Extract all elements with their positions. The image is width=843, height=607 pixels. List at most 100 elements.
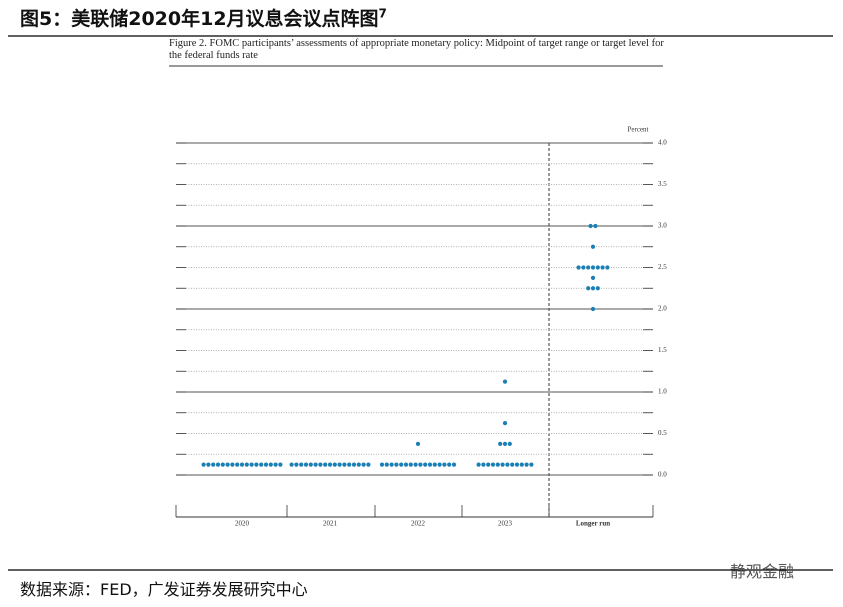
dot <box>418 462 423 467</box>
dot <box>447 462 452 467</box>
dot <box>481 462 486 467</box>
dot <box>235 462 240 467</box>
y-tick-label: 3.5 <box>658 180 667 188</box>
dot <box>408 462 413 467</box>
dot <box>308 462 313 467</box>
dot <box>524 462 529 467</box>
dot <box>529 462 534 467</box>
dot <box>500 462 505 467</box>
y-tick-label: 4.0 <box>658 139 667 147</box>
dot <box>201 462 206 467</box>
dot <box>519 462 524 467</box>
y-tick-label: 0.5 <box>658 429 667 437</box>
dot <box>273 462 278 467</box>
dot <box>399 462 404 467</box>
dot <box>586 286 591 291</box>
dot <box>230 462 235 467</box>
dot <box>356 462 361 467</box>
dot <box>225 462 230 467</box>
dot <box>588 223 593 229</box>
dot <box>299 462 304 467</box>
dot <box>294 462 299 467</box>
x-tick-label: 2022 <box>411 520 426 528</box>
dot <box>590 275 596 280</box>
dot <box>476 462 481 467</box>
dot <box>244 462 249 467</box>
y-tick-label: 0.0 <box>658 471 667 479</box>
header-title: 图5：美联储2020年12月议息会议点阵图 <box>20 8 379 30</box>
dot <box>215 462 221 467</box>
dot <box>437 462 442 467</box>
dot <box>576 265 581 270</box>
dot <box>498 441 503 446</box>
dot <box>337 462 342 467</box>
dot <box>327 462 333 467</box>
dot <box>220 462 225 467</box>
dot <box>510 462 515 467</box>
dot <box>278 462 283 467</box>
dot <box>347 462 352 467</box>
x-tick-label: 2020 <box>235 520 250 528</box>
dot <box>342 462 347 467</box>
x-tick-label: Longer run <box>576 520 610 528</box>
dot <box>590 306 596 312</box>
y-tick-label: 1.0 <box>658 388 667 396</box>
dot <box>451 462 457 467</box>
dot <box>263 462 269 467</box>
dot <box>313 462 318 467</box>
dot <box>211 462 216 467</box>
dot <box>268 462 273 467</box>
dot <box>384 462 389 467</box>
dot <box>289 462 294 467</box>
dot <box>600 265 605 270</box>
dot <box>502 379 508 384</box>
dot <box>581 265 586 270</box>
dot <box>427 462 433 467</box>
dot <box>502 441 508 446</box>
dot <box>590 244 596 249</box>
dot <box>586 265 591 270</box>
dot <box>366 462 371 467</box>
y-tick-label: 3.0 <box>658 222 667 230</box>
x-tick-label: 2023 <box>498 520 513 528</box>
dot <box>403 462 409 467</box>
dot <box>495 462 500 467</box>
dot <box>590 286 596 291</box>
dot <box>351 462 357 467</box>
source: 数据来源：FED，广发证券发展研究中心 <box>20 580 308 599</box>
dot <box>486 462 491 467</box>
dot <box>423 462 428 467</box>
dot <box>361 462 366 467</box>
dot <box>254 462 259 467</box>
dot <box>323 462 328 467</box>
dot <box>249 462 254 467</box>
dot <box>389 462 394 467</box>
dot <box>514 462 520 467</box>
dot <box>505 462 510 467</box>
dot <box>595 265 600 270</box>
dot <box>605 265 610 270</box>
x-tick-label: 2021 <box>323 520 338 528</box>
dot <box>206 462 211 467</box>
dot <box>239 462 245 467</box>
y-axis-label: Percent <box>628 126 649 134</box>
dot <box>318 462 323 467</box>
dot <box>442 462 447 467</box>
figure-title: Figure 2. FOMC participants’ assessments… <box>169 38 664 61</box>
dot <box>415 441 421 446</box>
watermark: 静观金融 <box>730 562 795 581</box>
y-tick-label: 2.0 <box>658 305 667 313</box>
y-tick-label: 1.5 <box>658 346 667 354</box>
dot <box>379 462 385 467</box>
dot <box>507 441 512 446</box>
dot <box>432 462 437 467</box>
dot <box>259 462 264 467</box>
dot <box>502 421 508 426</box>
y-tick-label: 2.5 <box>658 263 667 271</box>
page-header: 图5：美联储2020年12月议息会议点阵图7 <box>20 4 387 31</box>
dot <box>413 462 418 467</box>
dot <box>490 462 496 467</box>
dot <box>590 265 596 270</box>
